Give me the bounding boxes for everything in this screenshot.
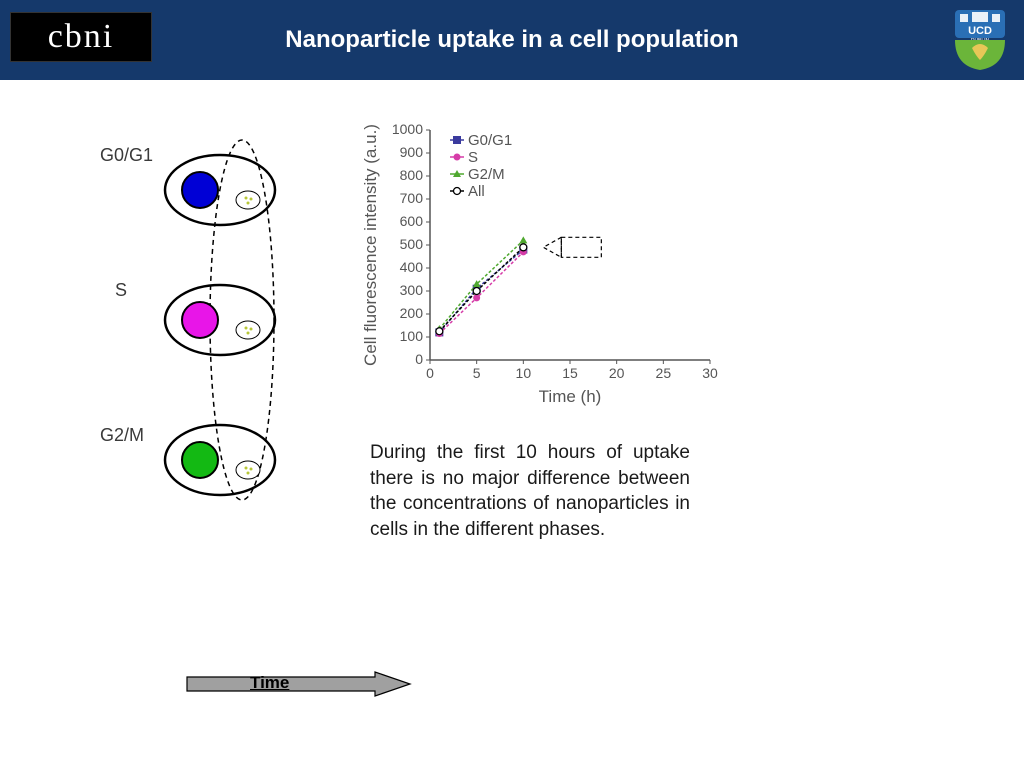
svg-text:900: 900 xyxy=(400,144,424,160)
svg-text:600: 600 xyxy=(400,213,424,229)
svg-text:300: 300 xyxy=(400,282,424,298)
time-arrow-label: Time xyxy=(250,673,289,693)
svg-text:10: 10 xyxy=(516,365,532,381)
uptake-chart: 0 100 200 300 400 500 600 700 800 900 1000 0 5 10 15 20… xyxy=(360,120,730,410)
svg-text:700: 700 xyxy=(400,190,424,206)
body-text: During the first 10 hours of uptake ther… xyxy=(370,440,690,543)
nucleus-s xyxy=(182,302,218,338)
ucd-text: UCD xyxy=(968,25,992,37)
header-bar: cbni Nanoparticle uptake in a cell popul… xyxy=(0,0,1024,80)
svg-text:S: S xyxy=(468,149,478,166)
svg-text:5: 5 xyxy=(473,365,481,381)
label-g0g1: G0/G1 xyxy=(100,145,153,166)
svg-text:25: 25 xyxy=(656,365,672,381)
page-title: Nanoparticle uptake in a cell population xyxy=(0,0,1024,80)
svg-text:G0/G1: G0/G1 xyxy=(468,132,512,149)
svg-text:200: 200 xyxy=(400,305,424,321)
logo-cbni: cbni xyxy=(10,12,152,62)
cell-diagram xyxy=(0,80,360,550)
svg-text:100: 100 xyxy=(400,328,424,344)
svg-text:500: 500 xyxy=(400,236,424,252)
svg-text:30: 30 xyxy=(702,365,718,381)
svg-text:15: 15 xyxy=(562,365,578,381)
svg-text:1000: 1000 xyxy=(392,121,423,137)
svg-text:0: 0 xyxy=(426,365,434,381)
svg-text:All: All xyxy=(468,183,485,200)
svg-text:20: 20 xyxy=(609,365,625,381)
label-g2m: G2/M xyxy=(100,425,144,446)
time-arrow-icon xyxy=(185,670,415,700)
svg-text:Cell fluorescence intensity (a: Cell fluorescence intensity (a.u.) xyxy=(361,124,380,366)
svg-text:G2/M: G2/M xyxy=(468,166,505,183)
content-area: G0/G1 S G2/M 010020030040050060070080090… xyxy=(0,80,1024,768)
logo-cbni-text: cbni xyxy=(48,18,115,56)
logo-ucd: UCD DUBLIN xyxy=(950,8,1010,72)
label-s: S xyxy=(115,280,127,301)
svg-text:400: 400 xyxy=(400,259,424,275)
nucleus-g2m xyxy=(182,442,218,478)
svg-text:0: 0 xyxy=(415,351,423,367)
svg-text:800: 800 xyxy=(400,167,424,183)
nucleus-g0g1 xyxy=(182,172,218,208)
svg-text:Time (h): Time (h) xyxy=(539,387,602,406)
